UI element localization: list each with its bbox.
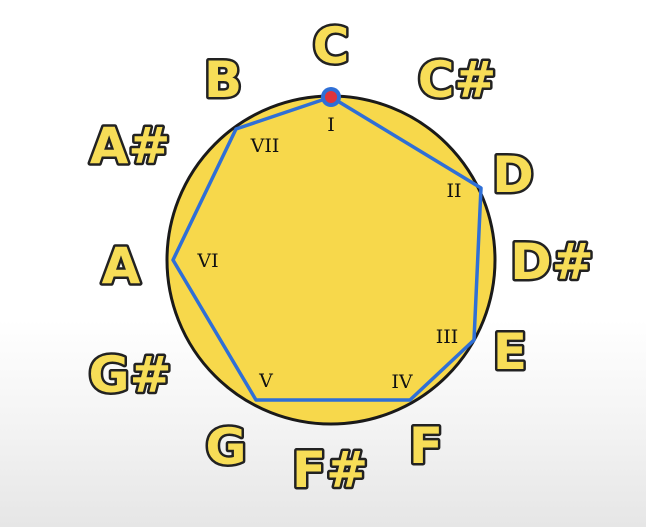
note-label-g-sharp: G# bbox=[89, 346, 172, 404]
note-label-g: G bbox=[205, 418, 246, 476]
degree-label-iv: IV bbox=[391, 371, 413, 393]
major-scale-polygon bbox=[171, 95, 483, 402]
root-marker-dot bbox=[325, 91, 337, 103]
note-label-c-sharp: C# bbox=[418, 51, 497, 109]
note-label-c: C bbox=[313, 17, 350, 75]
note-label-a-sharp: A# bbox=[90, 117, 171, 175]
note-label-e: E bbox=[493, 323, 527, 381]
degree-label-vii: VII bbox=[250, 135, 280, 157]
root-note-marker bbox=[321, 87, 341, 107]
note-label-b: B bbox=[204, 51, 242, 109]
degree-label-ii: II bbox=[446, 180, 461, 202]
note-label-f-sharp: F# bbox=[292, 441, 368, 499]
degree-label-vi: VI bbox=[196, 250, 218, 272]
note-label-d-sharp: D# bbox=[510, 233, 593, 291]
note-label-a: A bbox=[102, 237, 141, 295]
note-label-d: D bbox=[492, 146, 534, 204]
note-label-f: F bbox=[409, 417, 443, 475]
degree-label-i: I bbox=[327, 114, 335, 136]
degree-label-iii: III bbox=[436, 326, 459, 348]
degree-label-v: V bbox=[258, 370, 273, 392]
